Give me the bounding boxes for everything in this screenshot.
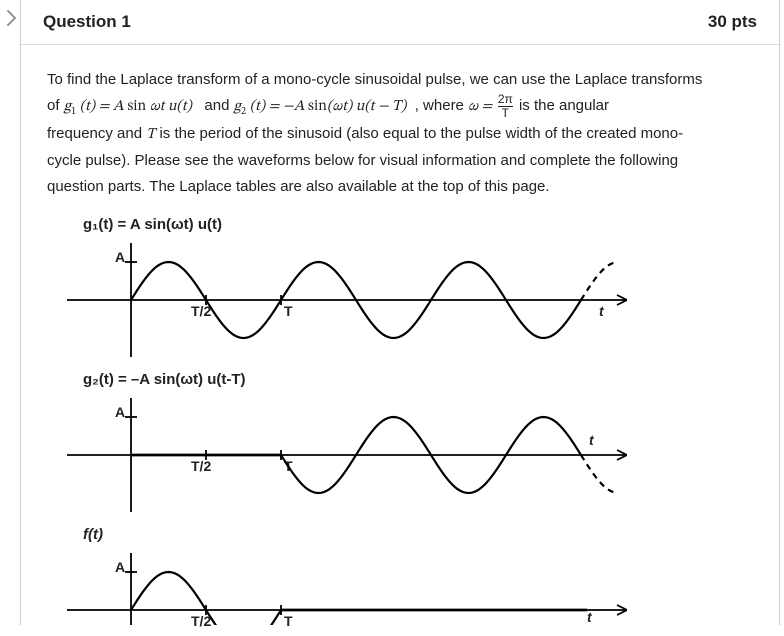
body-line-1: To find the Laplace transform of a mono-… bbox=[47, 67, 753, 93]
eq-omega: ω = bbox=[468, 99, 496, 114]
body-line-3: frequency and T is the period of the sin… bbox=[47, 121, 753, 148]
fig3-label: f(t) bbox=[83, 526, 753, 543]
question-title: Question 1 bbox=[43, 12, 131, 32]
txt: and bbox=[200, 97, 233, 114]
question-header: Question 1 30 pts bbox=[21, 0, 779, 45]
fig1-plot: A T/2 T t bbox=[67, 235, 753, 365]
eq-g1: g1 (t) = A sin ωt u(t) bbox=[64, 99, 192, 114]
figure-area: g₁(t) = A sin(ωt) u(t) A T/2 T t g₂(t) =… bbox=[21, 208, 779, 625]
frac-num: 2π bbox=[498, 93, 513, 106]
fig2-label: g₂(t) = –A sin(ωt) u(t-T) bbox=[83, 371, 753, 388]
fig2-plot: A T/2 T t bbox=[67, 390, 753, 520]
txt: , where bbox=[411, 97, 469, 114]
txt: is the angular bbox=[515, 97, 609, 114]
txt: of bbox=[47, 97, 64, 114]
eq-g2: g2 (t) = −A sin(ωt) u(t − T) bbox=[234, 99, 407, 114]
fig3-plot: A T/2 T t bbox=[67, 545, 753, 625]
question-body: To find the Laplace transform of a mono-… bbox=[21, 45, 779, 208]
body-line-5: question parts. The Laplace tables are a… bbox=[47, 174, 753, 200]
question-points: 30 pts bbox=[708, 12, 757, 32]
question-container: Question 1 30 pts To find the Laplace tr… bbox=[20, 0, 780, 625]
frac-den: T bbox=[498, 106, 513, 120]
fig1-label: g₁(t) = A sin(ωt) u(t) bbox=[83, 216, 753, 233]
body-line-2: of g1 (t) = A sin ωt u(t) and g2 (t) = −… bbox=[47, 93, 753, 120]
expand-chevron-icon[interactable] bbox=[0, 10, 16, 27]
body-line-4: cycle pulse). Please see the waveforms b… bbox=[47, 148, 753, 174]
fraction-2pi-T: 2πT bbox=[498, 93, 513, 119]
